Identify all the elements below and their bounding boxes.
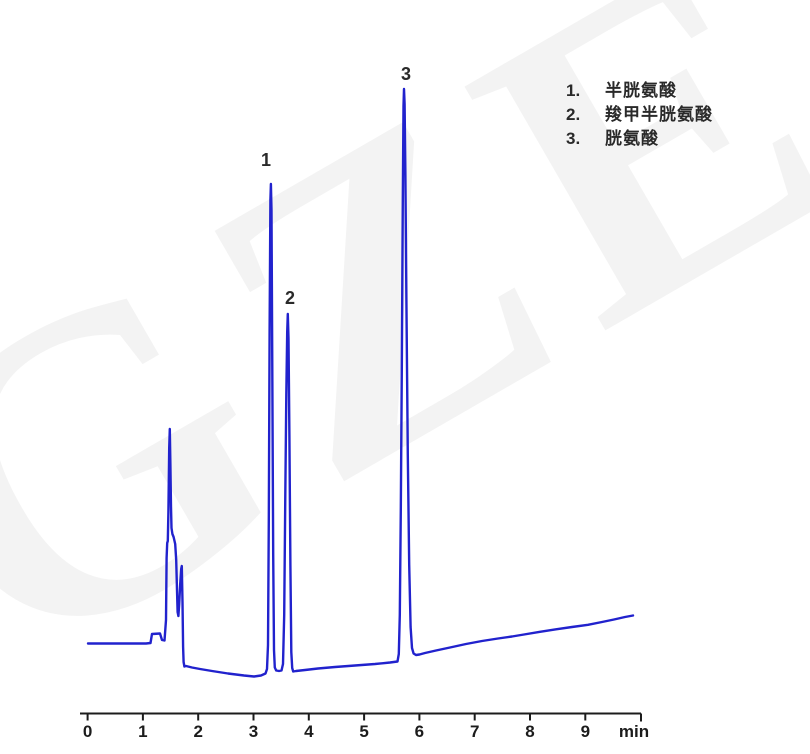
legend-item-1: 1. 半胱氨酸 — [566, 79, 713, 103]
legend-item-name: 胱氨酸 — [605, 129, 659, 148]
x-axis-tick-label: 1 — [138, 722, 147, 741]
legend-item-3: 3. 胱氨酸 — [566, 127, 713, 151]
legend-item-name: 羧甲半胱氨酸 — [605, 105, 713, 124]
x-axis-tick-label: 4 — [304, 722, 314, 741]
peak-label-2: 2 — [285, 288, 295, 308]
x-axis-tick-label: 0 — [83, 722, 92, 741]
peak-label-1: 1 — [261, 150, 271, 170]
peak-legend: 1. 半胱氨酸 2. 羧甲半胱氨酸 3. 胱氨酸 — [566, 79, 713, 151]
legend-item-name: 半胱氨酸 — [605, 81, 677, 100]
x-axis-tick-label: 6 — [415, 722, 424, 741]
legend-item-number: 1. — [566, 81, 581, 100]
legend-item-number: 3. — [566, 129, 581, 148]
x-axis-tick-label: 8 — [525, 722, 534, 741]
x-axis-tick-label: 9 — [581, 722, 590, 741]
x-axis-tick-label: 2 — [193, 722, 202, 741]
x-axis-unit-label: min — [619, 722, 649, 741]
x-axis-tick-label: 5 — [359, 722, 368, 741]
x-axis-tick-label: 7 — [470, 722, 479, 741]
legend-item-2: 2. 羧甲半胱氨酸 — [566, 103, 713, 127]
peak-label-3: 3 — [401, 64, 411, 84]
chromatogram-trace — [86, 87, 635, 678]
x-axis-tick-label: 3 — [249, 722, 258, 741]
legend-item-number: 2. — [566, 105, 581, 124]
